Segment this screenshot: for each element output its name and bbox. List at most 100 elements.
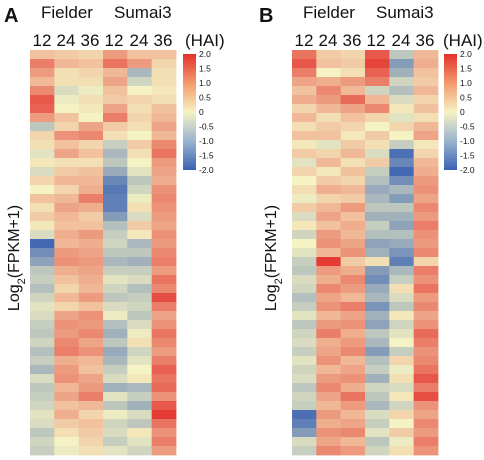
heatmap-cell — [389, 437, 415, 447]
heatmap-cell — [413, 59, 439, 69]
heatmap-cell — [30, 86, 55, 96]
heatmap-cell — [413, 185, 439, 195]
heatmap-cell — [389, 383, 415, 393]
heatmap-cell — [316, 104, 342, 114]
y-axis-label-subscript: 2 — [273, 278, 285, 284]
heatmap-cell — [365, 239, 390, 249]
heatmap-cell — [103, 203, 128, 213]
heatmap-cell — [54, 176, 80, 186]
heatmap-cell — [365, 167, 390, 177]
heatmap-cell — [340, 95, 366, 105]
heatmap-cell — [365, 446, 390, 456]
heatmap-cell — [78, 104, 104, 114]
colorbar-tick-label: 0 — [460, 107, 465, 117]
heatmap-cell — [365, 113, 390, 123]
heatmap-cell — [127, 59, 153, 69]
heatmap-cell — [340, 149, 366, 159]
heatmap-cell — [103, 266, 128, 276]
heatmap-cell — [151, 329, 177, 339]
heatmap-cell — [127, 113, 153, 123]
heatmap-cell — [340, 221, 366, 231]
heatmap-cell — [127, 320, 153, 330]
heatmap-cell — [365, 86, 390, 96]
heatmap-cell — [340, 50, 366, 60]
heatmap-cell — [292, 59, 317, 69]
heatmap-cell — [151, 185, 177, 195]
heatmap-cell — [365, 221, 390, 231]
heatmap-cell — [78, 356, 104, 366]
heatmap-cell — [127, 167, 153, 177]
heatmap-cell — [340, 59, 366, 69]
heatmap-cell — [413, 230, 439, 240]
heatmap-cell — [413, 113, 439, 123]
heatmap-cell — [151, 302, 177, 312]
heatmap-cell — [413, 77, 439, 87]
heatmap-grid — [30, 50, 177, 456]
heatmap-cell — [413, 203, 439, 213]
heatmap-cell — [30, 113, 55, 123]
heatmap-cell — [365, 410, 390, 420]
heatmap-cell — [127, 383, 153, 393]
heatmap-cell — [78, 95, 104, 105]
heatmap-cell — [54, 284, 80, 294]
heatmap-cell — [151, 311, 177, 321]
y-axis-label-subscript: 2 — [16, 278, 28, 284]
heatmap-cell — [389, 149, 415, 159]
heatmap-cell — [365, 248, 390, 258]
heatmap-cell — [54, 140, 80, 150]
heatmap-cell — [292, 383, 317, 393]
heatmap-cell — [54, 131, 80, 141]
heatmap-cell — [292, 437, 317, 447]
colorbar-tick-label: 1.0 — [460, 78, 472, 88]
column-label: 24 — [392, 31, 411, 50]
heatmap-cell — [127, 248, 153, 258]
heatmap-cell — [151, 113, 177, 123]
heatmap-cell — [389, 50, 415, 60]
heatmap-cell — [292, 149, 317, 159]
heatmap-cell — [340, 275, 366, 285]
y-axis-label-part: Log — [263, 284, 280, 311]
y-axis-label-part: (FPKM+1) — [263, 205, 280, 278]
heatmap-cell — [413, 167, 439, 177]
heatmap-cell — [78, 248, 104, 258]
heatmap-cell — [30, 221, 55, 231]
colorbar-ticks: 2.0 1.5 1.0 0.5 0 -0.5 -1.0 -1.5 -2.0 — [460, 49, 475, 175]
heatmap-cell — [103, 104, 128, 114]
heatmap-cell — [54, 230, 80, 240]
heatmap-cell — [78, 446, 104, 456]
heatmap-cell — [30, 392, 55, 402]
heatmap-cell — [413, 374, 439, 384]
colorbar-tick-label: 1.0 — [199, 78, 211, 88]
heatmap-cell — [413, 140, 439, 150]
heatmap-cell — [292, 194, 317, 204]
heatmap-cell — [413, 104, 439, 114]
heatmap-cell — [389, 140, 415, 150]
heatmap-cell — [78, 284, 104, 294]
heatmap-cell — [365, 77, 390, 87]
heatmap-cell — [54, 392, 80, 402]
heatmap-cell — [54, 185, 80, 195]
heatmap-cell — [389, 176, 415, 186]
heatmap-cell — [151, 284, 177, 294]
heatmap-cell — [316, 293, 342, 303]
heatmap-cell — [78, 347, 104, 357]
heatmap-cell — [151, 77, 177, 87]
heatmap-cell — [78, 392, 104, 402]
heatmap-cell — [316, 275, 342, 285]
heatmap-cell — [413, 419, 439, 429]
heatmap-cell — [127, 374, 153, 384]
heatmap-cell — [127, 86, 153, 96]
heatmap-cell — [78, 419, 104, 429]
colorbar-tick-label: -1.0 — [460, 136, 475, 146]
heatmap-cell — [103, 365, 128, 375]
heatmap-cell — [340, 383, 366, 393]
heatmap-cell — [103, 50, 128, 60]
heatmap-cell — [365, 149, 390, 159]
column-label: 36 — [81, 31, 100, 50]
heatmap-cell — [30, 140, 55, 150]
heatmap-cell — [389, 221, 415, 231]
heatmap-cell — [54, 329, 80, 339]
heatmap-cell — [316, 266, 342, 276]
heatmap-cell — [30, 167, 55, 177]
heatmap-cell — [151, 356, 177, 366]
